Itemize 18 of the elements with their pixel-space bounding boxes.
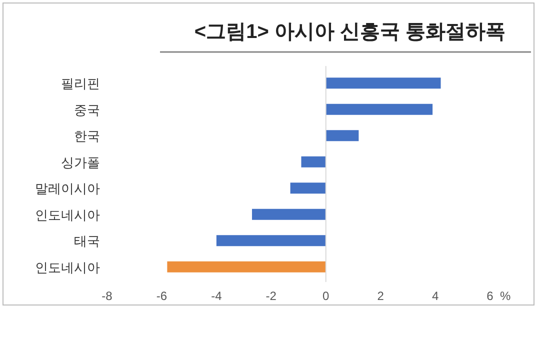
y-tick-label: 한국 xyxy=(74,128,100,144)
y-tick-label: 중국 xyxy=(74,102,100,118)
x-tick-label: 2 xyxy=(377,289,384,303)
x-axis-title: % xyxy=(500,289,511,303)
x-tick-label: 0 xyxy=(322,289,330,303)
y-tick-label: 인도네시아 xyxy=(35,260,100,275)
y-tick-label: 태국 xyxy=(74,234,100,249)
y-tick-label: 필리핀 xyxy=(61,76,100,92)
x-tick-label: -2 xyxy=(266,289,277,303)
x-tick-label: -4 xyxy=(211,289,222,303)
title: <그림1> 아시아 신흥국 통화절하폭 xyxy=(194,21,506,43)
x-tick-label: -8 xyxy=(102,289,113,303)
y-tick-label: 싱가폴 xyxy=(61,154,100,170)
x-tick-label: -6 xyxy=(156,289,168,303)
x-tick-label: 4 xyxy=(432,289,439,303)
y-tick-label: 인도네시아 xyxy=(35,207,100,222)
x-tick-label: 6 xyxy=(486,289,494,303)
y-tick-label: 말레이시아 xyxy=(35,181,100,196)
